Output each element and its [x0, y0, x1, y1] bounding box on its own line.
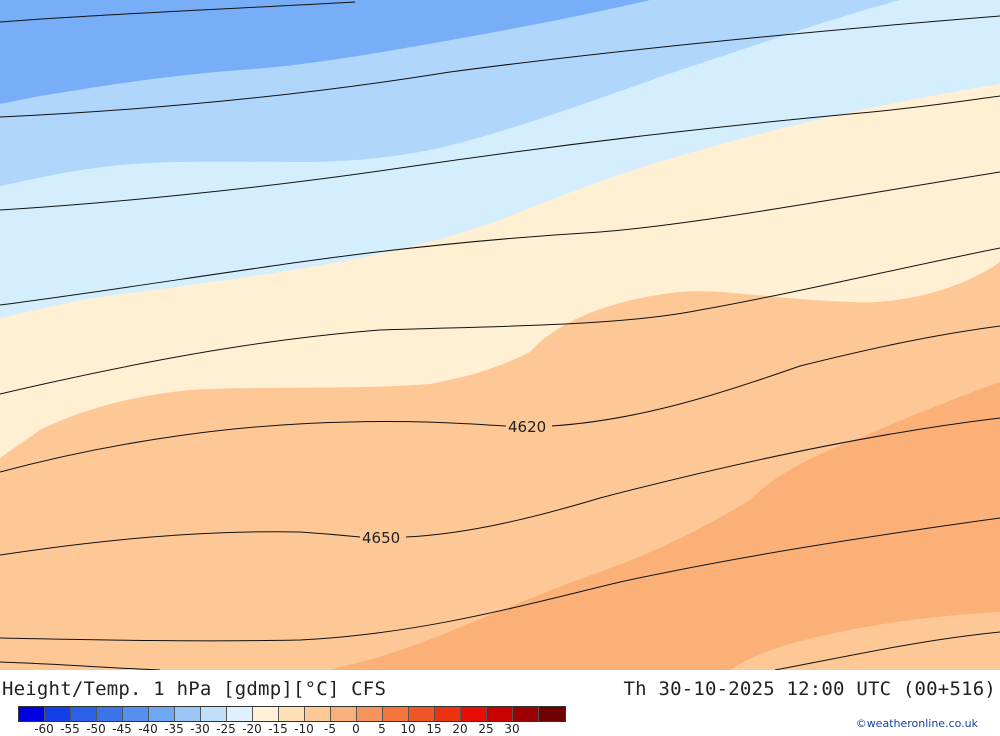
- legend-swatch: [305, 707, 331, 721]
- color-legend: [18, 706, 566, 722]
- legend-tick-label: -30: [190, 722, 210, 736]
- legend-tick-label: -5: [324, 722, 336, 736]
- legend-tick-label: -60: [34, 722, 54, 736]
- legend-swatch: [279, 707, 305, 721]
- legend-tick-label: 30: [504, 722, 520, 736]
- contour-line: [0, 15, 1000, 118]
- contour-line: [0, 171, 1000, 306]
- contour-line: [0, 417, 1000, 556]
- legend-swatch: [175, 707, 201, 721]
- contour-line: [774, 631, 1000, 670]
- legend-swatch: [201, 707, 227, 721]
- legend-swatch: [513, 707, 539, 721]
- legend-tick-label: 20: [452, 722, 468, 736]
- legend-swatch: [227, 707, 253, 721]
- legend-swatch: [45, 707, 71, 721]
- contour-line: [0, 95, 1000, 211]
- contour-line: [0, 247, 1000, 395]
- band-deep-blue: [0, 0, 650, 104]
- legend-tick-label: 25: [478, 722, 494, 736]
- band-orange: [330, 382, 1000, 670]
- legend-tick-label: -15: [268, 722, 288, 736]
- contour-lines: [0, 1, 1000, 670]
- map-title: Height/Temp. 1 hPa [gdmp][°C] CFS: [2, 678, 387, 700]
- legend-tick-label: 0: [352, 722, 360, 736]
- legend-swatch: [149, 707, 175, 721]
- legend-tick-label: 5: [378, 722, 386, 736]
- band-peach-corner: [730, 612, 1000, 670]
- legend-swatch: [253, 707, 279, 721]
- legend-swatch: [123, 707, 149, 721]
- legend-tick-label: -40: [138, 722, 158, 736]
- legend-tick-label: -20: [242, 722, 262, 736]
- legend-tick-label: -35: [164, 722, 184, 736]
- legend-swatch: [383, 707, 409, 721]
- legend-tick-label: 15: [426, 722, 442, 736]
- legend-swatch: [97, 707, 123, 721]
- contour-label-4650: 4650: [362, 529, 400, 547]
- contour-line: [0, 1, 356, 23]
- legend-swatch: [487, 707, 513, 721]
- legend-tick-label: -45: [112, 722, 132, 736]
- contour-line: [0, 661, 161, 670]
- weather-map: 4620 4650: [0, 0, 1000, 670]
- contour-line: [0, 517, 1000, 642]
- legend-swatch: [357, 707, 383, 721]
- legend-swatch: [19, 707, 45, 721]
- credit-link[interactable]: ©weatheronline.co.uk: [855, 717, 978, 730]
- contour-line: [0, 325, 1000, 473]
- legend-tick-label: -55: [60, 722, 80, 736]
- footer-panel: Height/Temp. 1 hPa [gdmp][°C] CFS Th 30-…: [0, 670, 1000, 736]
- legend-tick-label: -25: [216, 722, 236, 736]
- legend-swatch: [461, 707, 487, 721]
- contour-label-4620: 4620: [508, 418, 546, 436]
- map-valid-time: Th 30-10-2025 12:00 UTC (00+516): [623, 678, 996, 700]
- legend-swatch: [331, 707, 357, 721]
- legend-ticks: -60 -55 -50 -45 -40 -35 -30 -25 -20 -15 -10 -5 0 5 10 1…: [18, 722, 566, 736]
- legend-swatch: [435, 707, 461, 721]
- legend-tick-label: -50: [86, 722, 106, 736]
- legend-swatch: [409, 707, 435, 721]
- legend-tick-label: -10: [294, 722, 314, 736]
- legend-swatch: [539, 707, 565, 721]
- legend-tick-label: 10: [400, 722, 416, 736]
- legend-swatch: [71, 707, 97, 721]
